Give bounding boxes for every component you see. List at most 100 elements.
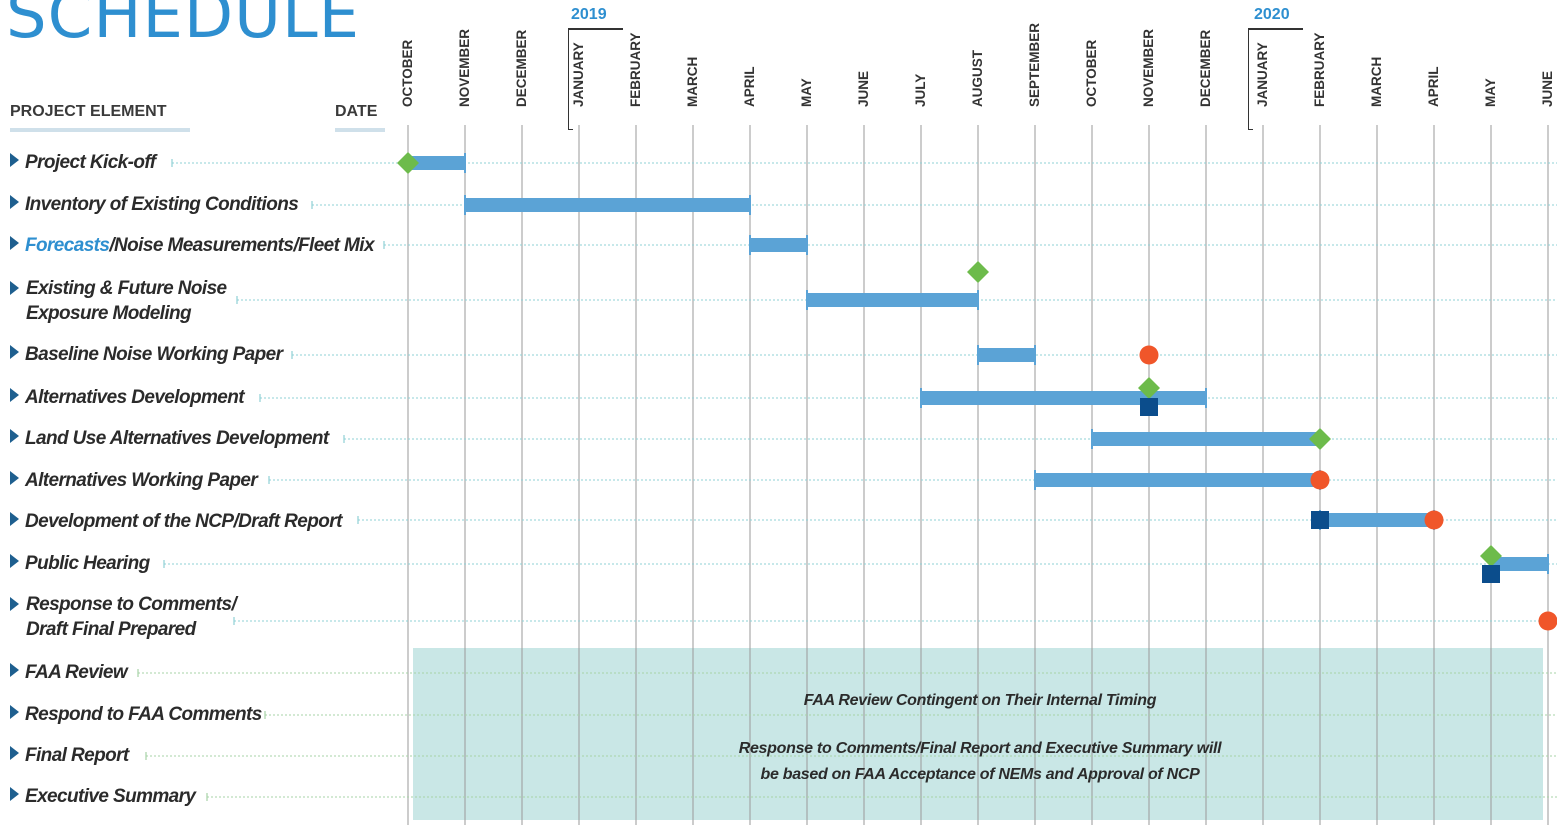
caret-right-icon	[10, 663, 19, 677]
month-label-text: MARCH	[685, 56, 700, 107]
task-label: FAA Review	[10, 660, 128, 685]
month-label-text: NOVEMBER	[457, 28, 472, 107]
task-bar	[1491, 557, 1548, 571]
year-bracket	[1248, 28, 1253, 130]
caret-right-icon	[10, 195, 19, 209]
caret-right-icon	[10, 471, 19, 485]
task-bar	[750, 238, 807, 252]
task-label: Land Use Alternatives Development	[10, 426, 329, 451]
year-bracket-top	[568, 28, 623, 30]
task-label-text: Inventory of Existing Conditions	[25, 194, 299, 215]
caret-right-icon	[10, 429, 19, 443]
task-label: Forecasts/Noise Measurements/Fleet Mix	[10, 233, 375, 258]
caret-right-icon	[10, 236, 19, 250]
task-bar	[807, 293, 978, 307]
month-label-text: FEBRUARY	[628, 32, 643, 107]
month-label: FEBRUARY	[1312, 18, 1332, 122]
task-label-text: Final Report	[25, 745, 129, 766]
month-label-text: DECEMBER	[1198, 29, 1213, 107]
month-label-text: FEBRUARY	[1312, 32, 1327, 107]
task-label-text: Alternatives Development	[25, 387, 245, 408]
caret-right-icon	[10, 705, 19, 719]
caret-right-icon	[10, 388, 19, 402]
milestone-circle	[1139, 345, 1159, 365]
task-label: Executive Summary	[10, 784, 196, 809]
month-label: DECEMBER	[1198, 18, 1218, 122]
task-label-text: Land Use Alternatives Development	[25, 428, 329, 449]
month-label: JUNE	[856, 18, 876, 122]
month-label-text: OCTOBER	[1084, 39, 1099, 107]
project-element-underline	[10, 128, 190, 132]
task-label-text: Existing & Future Noise	[26, 278, 227, 299]
task-bar	[465, 198, 750, 212]
caret-right-icon	[10, 153, 19, 167]
caret-right-icon	[10, 281, 19, 295]
caret-right-icon	[10, 512, 19, 526]
task-label-text: Alternatives Working Paper	[25, 470, 258, 491]
milestone-circle	[1424, 510, 1444, 530]
month-label-text: AUGUST	[970, 50, 985, 107]
task-label: Alternatives Development	[10, 385, 245, 410]
month-label: AUGUST	[970, 18, 990, 122]
page-title: SCHEDULE	[6, 0, 361, 53]
month-label-text: APRIL	[742, 66, 757, 108]
month-label-text: JANUARY	[1255, 42, 1270, 107]
task-label: Baseline Noise Working Paper	[10, 342, 283, 367]
task-bar	[408, 156, 465, 170]
month-label-text: OCTOBER	[400, 39, 415, 107]
month-label: MAY	[799, 18, 819, 122]
month-label: JANUARY	[571, 18, 591, 122]
task-label-text: Executive Summary	[25, 786, 196, 807]
task-bar	[921, 391, 1206, 405]
caret-right-icon	[10, 787, 19, 801]
month-label: DECEMBER	[514, 18, 534, 122]
task-label: Development of the NCP/Draft Report	[10, 509, 342, 534]
month-label: APRIL	[742, 18, 762, 122]
task-label-text: Project Kick-off	[25, 152, 156, 173]
month-label: NOVEMBER	[1141, 18, 1161, 122]
milestone-circle	[1310, 470, 1330, 490]
date-underline	[335, 128, 385, 132]
caret-right-icon	[10, 554, 19, 568]
shaded-note-1: FAA Review Contingent on Their Internal …	[803, 692, 1157, 709]
month-label-text: DECEMBER	[514, 29, 529, 107]
milestone-diamond	[1309, 428, 1331, 450]
task-label: Response to Comments/Draft Final Prepare…	[10, 592, 237, 642]
task-label-text: Baseline Noise Working Paper	[25, 344, 283, 365]
milestone-square	[1140, 398, 1158, 416]
shaded-note-2a: Response to Comments/Final Report and Ex…	[738, 740, 1222, 757]
month-label: APRIL	[1426, 18, 1446, 122]
task-bar	[1320, 513, 1434, 527]
task-label-text-line2: Exposure Modeling	[26, 303, 192, 324]
task-label-text: /Noise Measurements/Fleet Mix	[109, 235, 374, 256]
task-label: Existing & Future Noise Exposure Modeling	[10, 276, 227, 326]
year-label: 2020	[1254, 6, 1290, 23]
month-label: OCTOBER	[1084, 18, 1104, 122]
month-label: MARCH	[685, 18, 705, 122]
month-label: MAY	[1483, 18, 1503, 122]
task-label-text: Respond to FAA Comments	[25, 704, 262, 725]
milestone-diamond	[397, 152, 419, 174]
month-label-text: MAY	[799, 78, 814, 107]
year-label: 2019	[571, 6, 607, 23]
task-label-text: Development of the NCP/Draft Report	[25, 511, 342, 532]
milestone-square	[1482, 565, 1500, 583]
task-label-text-line2: Draft Final Prepared	[26, 619, 196, 640]
milestone-circle	[1538, 611, 1557, 631]
milestone-square	[1311, 511, 1329, 529]
caret-right-icon	[10, 345, 19, 359]
month-label-text: JUNE	[856, 70, 871, 107]
task-label: Public Hearing	[10, 551, 150, 576]
month-label: MARCH	[1369, 18, 1389, 122]
month-label: JANUARY	[1255, 18, 1275, 122]
date-header: DATE	[335, 103, 378, 120]
project-element-header: PROJECT ELEMENT	[10, 103, 167, 120]
month-label: OCTOBER	[400, 18, 420, 122]
caret-right-icon	[10, 597, 19, 611]
year-bracket	[568, 28, 573, 130]
month-label-text: MAY	[1483, 78, 1498, 107]
milestone-diamond	[967, 261, 989, 283]
task-label-text: Response to Comments/	[26, 594, 237, 615]
task-label: Respond to FAA Comments	[10, 702, 262, 727]
